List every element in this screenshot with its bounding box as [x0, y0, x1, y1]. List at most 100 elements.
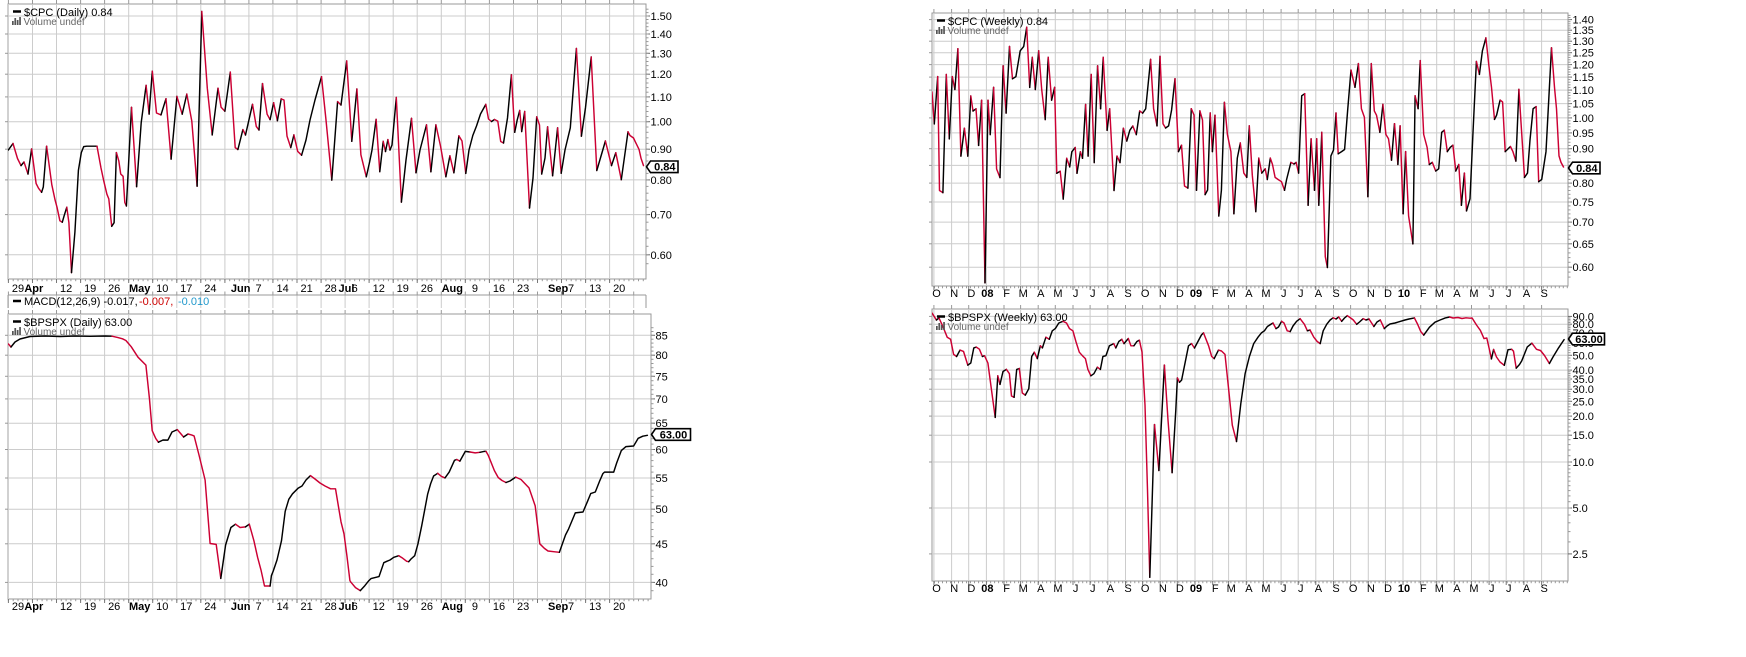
svg-text:28: 28	[325, 283, 337, 295]
svg-text:Apr: Apr	[24, 283, 44, 295]
svg-text:26: 26	[421, 283, 433, 295]
svg-text:10: 10	[1398, 583, 1410, 595]
svg-text:1.20: 1.20	[1573, 60, 1594, 72]
svg-text:0.65: 0.65	[1573, 239, 1594, 251]
svg-text:M: M	[1227, 288, 1236, 300]
svg-text:7: 7	[568, 601, 574, 613]
svg-text:Jul: Jul	[339, 601, 355, 613]
svg-text:09: 09	[1190, 583, 1202, 595]
svg-text:75: 75	[656, 371, 668, 383]
svg-text:1.00: 1.00	[651, 117, 672, 129]
svg-text:10: 10	[1398, 288, 1410, 300]
svg-text:J: J	[1090, 583, 1096, 595]
svg-text:60: 60	[656, 445, 668, 457]
svg-text:A: A	[1245, 288, 1253, 300]
svg-text:08: 08	[981, 288, 993, 300]
svg-text:7: 7	[255, 283, 261, 295]
svg-text:85: 85	[656, 330, 668, 342]
svg-text:O: O	[932, 583, 941, 595]
svg-text:1.35: 1.35	[1573, 25, 1594, 37]
svg-text:24: 24	[204, 601, 216, 613]
svg-text:Sep: Sep	[548, 283, 568, 295]
svg-text:J: J	[1489, 288, 1495, 300]
svg-text:19: 19	[84, 601, 96, 613]
svg-text:Volume undef: Volume undef	[948, 322, 1009, 333]
svg-text:6: 6	[352, 601, 358, 613]
svg-text:M: M	[1053, 583, 1062, 595]
svg-text:19: 19	[397, 283, 409, 295]
svg-text:A: A	[1523, 288, 1531, 300]
svg-text:M: M	[1019, 288, 1028, 300]
svg-text:7: 7	[568, 283, 574, 295]
svg-text:16: 16	[493, 601, 505, 613]
svg-text:O: O	[1349, 583, 1358, 595]
svg-text:23: 23	[517, 283, 529, 295]
svg-text:O: O	[1141, 583, 1150, 595]
svg-text:D: D	[1384, 288, 1392, 300]
svg-text:0.80: 0.80	[651, 175, 672, 187]
svg-text:Aug: Aug	[442, 601, 463, 613]
svg-text:J: J	[1073, 583, 1079, 595]
svg-text:63.00: 63.00	[660, 429, 688, 441]
svg-text:A: A	[1245, 583, 1253, 595]
svg-text:21: 21	[300, 283, 312, 295]
svg-text:O: O	[1349, 288, 1358, 300]
svg-text:80: 80	[656, 350, 668, 362]
svg-text:1.20: 1.20	[651, 69, 672, 81]
svg-text:J: J	[1298, 288, 1304, 300]
svg-text:N: N	[1367, 583, 1375, 595]
svg-text:-0.007,: -0.007,	[139, 296, 173, 308]
svg-text:J: J	[1298, 583, 1304, 595]
svg-text:0.80: 0.80	[1573, 178, 1594, 190]
svg-text:1.00: 1.00	[1573, 113, 1594, 125]
svg-text:S: S	[1124, 583, 1131, 595]
svg-text:2.5: 2.5	[1573, 549, 1588, 561]
svg-text:M: M	[1435, 583, 1444, 595]
svg-text:F: F	[1003, 583, 1010, 595]
svg-text:5.0: 5.0	[1573, 503, 1588, 515]
svg-text:10: 10	[156, 601, 168, 613]
svg-text:A: A	[1453, 583, 1461, 595]
svg-text:17: 17	[180, 601, 192, 613]
svg-text:28: 28	[325, 601, 337, 613]
svg-text:A: A	[1107, 583, 1115, 595]
svg-text:J: J	[1281, 288, 1287, 300]
svg-text:0.84: 0.84	[1576, 163, 1598, 175]
svg-text:20.0: 20.0	[1573, 411, 1594, 423]
svg-text:O: O	[1141, 288, 1150, 300]
svg-text:9: 9	[472, 283, 478, 295]
svg-text:7: 7	[255, 601, 261, 613]
svg-text:55: 55	[656, 473, 668, 485]
svg-text:S: S	[1541, 583, 1548, 595]
svg-text:Volume undef: Volume undef	[948, 26, 1009, 37]
svg-text:19: 19	[397, 601, 409, 613]
svg-text:12: 12	[373, 601, 385, 613]
svg-text:N: N	[1367, 288, 1375, 300]
svg-text:0.60: 0.60	[1573, 262, 1594, 274]
svg-text:F: F	[1003, 288, 1010, 300]
svg-text:24: 24	[204, 283, 216, 295]
svg-text:6: 6	[352, 283, 358, 295]
svg-text:10: 10	[156, 283, 168, 295]
svg-text:J: J	[1506, 583, 1512, 595]
svg-text:0.75: 0.75	[1573, 197, 1594, 209]
svg-text:M: M	[1469, 288, 1478, 300]
svg-text:12: 12	[60, 283, 72, 295]
svg-text:D: D	[967, 583, 975, 595]
svg-text:D: D	[1384, 583, 1392, 595]
svg-text:A: A	[1037, 583, 1045, 595]
svg-text:M: M	[1227, 583, 1236, 595]
svg-text:35.0: 35.0	[1573, 374, 1594, 386]
svg-text:M: M	[1019, 583, 1028, 595]
svg-text:45: 45	[656, 539, 668, 551]
svg-text:F: F	[1212, 288, 1219, 300]
svg-text:J: J	[1489, 583, 1495, 595]
svg-text:$BPSPX (Weekly) 63.00: $BPSPX (Weekly) 63.00	[948, 312, 1068, 324]
svg-text:A: A	[1315, 288, 1323, 300]
svg-text:23: 23	[517, 601, 529, 613]
svg-text:$CPC (Weekly) 0.84: $CPC (Weekly) 0.84	[948, 16, 1048, 28]
svg-text:J: J	[1281, 583, 1287, 595]
svg-text:S: S	[1124, 288, 1131, 300]
svg-text:MACD(12,26,9) -0.017,: MACD(12,26,9) -0.017,	[24, 296, 138, 308]
svg-text:12: 12	[60, 601, 72, 613]
